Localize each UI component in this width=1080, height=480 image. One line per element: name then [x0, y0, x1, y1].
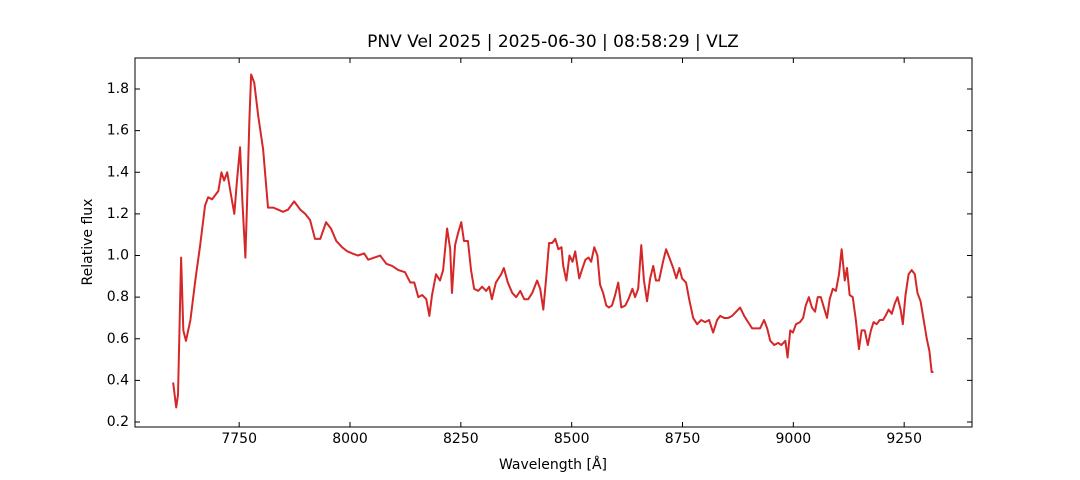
y-tick-label: 0.6	[107, 331, 129, 347]
plot-frame	[134, 57, 973, 428]
y-tick-label: 1.6	[107, 123, 129, 139]
y-tick-label: 1.8	[107, 81, 129, 97]
chart-title: PNV Vel 2025 | 2025-06-30 | 08:58:29 | V…	[367, 32, 739, 52]
x-axis-label: Wavelength [Å]	[499, 456, 607, 473]
x-tick-label: 7750	[221, 431, 257, 447]
y-axis-label: Relative flux	[80, 199, 96, 286]
y-tick-label: 1.0	[107, 248, 129, 264]
x-tick-label: 8750	[665, 431, 701, 447]
x-tick-label: 9000	[776, 431, 812, 447]
x-tick-label: 8000	[332, 431, 368, 447]
spectrum-line	[172, 73, 934, 409]
x-tick-label: 8250	[443, 431, 479, 447]
x-tick-label: 8500	[554, 431, 590, 447]
y-tick-label: 0.4	[107, 372, 129, 388]
y-tick-label: 0.8	[107, 289, 129, 305]
x-tick-label: 9250	[886, 431, 922, 447]
y-tick-label: 1.4	[107, 164, 129, 180]
y-tick-label: 1.2	[107, 206, 129, 222]
y-tick-label: 0.2	[107, 414, 129, 430]
